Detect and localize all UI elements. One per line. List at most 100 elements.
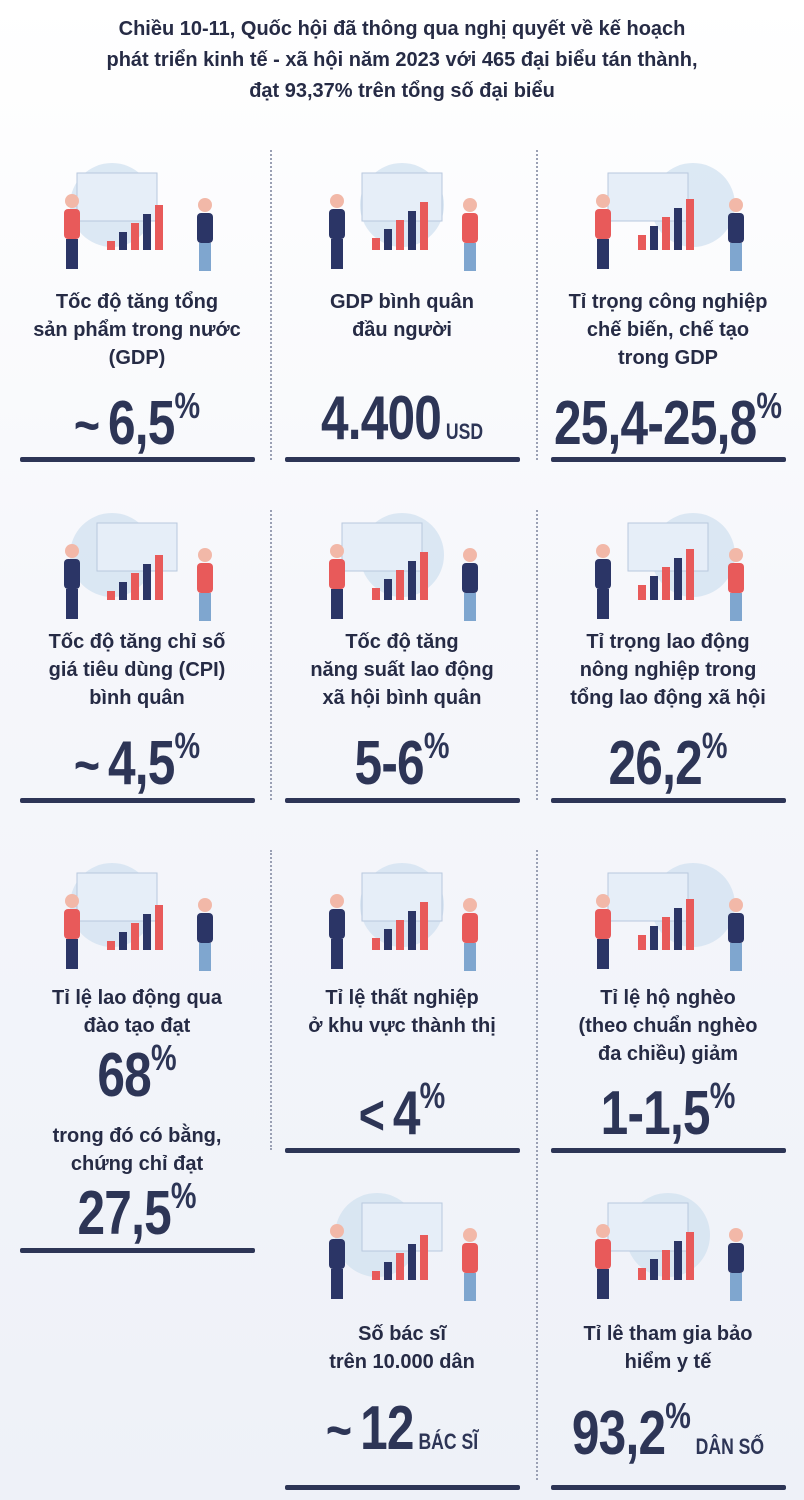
label: Tỉ lệ hộ nghèo (theo chuẩn nghèo đa chiều)… [543,984,793,1068]
label-line: GDP bình quân [329,291,475,313]
illustration-shape [197,563,213,593]
label-line: xã hội bình quân [322,687,482,709]
label: trong đó có bằng, chứng chỉ đạt [12,1122,262,1178]
value-number: 25,4-25,8 [553,389,757,458]
value-suffix: BÁC SĨ [418,1429,479,1454]
illustration-shape [64,559,80,589]
separator [270,510,272,800]
illustration-shape [463,198,477,212]
illustration-shape [464,943,476,971]
illustration-shape [420,1235,428,1280]
label-line: nông nghiệp trong [579,659,757,681]
illustration-shape [597,1269,609,1299]
underline [285,1148,520,1153]
illustration-shape [596,1224,610,1238]
illustration-shape [107,591,115,600]
illustration-shape [143,564,151,600]
title-line: Chiều 10-11, Quốc hội đã thông qua nghị … [118,18,686,40]
illustration-shape [729,898,743,912]
label-line: tổng lao động xã hội [570,687,766,709]
illustration-shape [76,872,158,922]
underline [285,798,520,803]
illustration-shape [199,243,211,271]
illustration [595,1193,744,1301]
illustration-shape [143,914,151,950]
illustration-shape [329,559,345,589]
illustration-shape [396,1253,404,1280]
illustration [64,513,213,621]
illustration-shape [408,211,416,250]
underline [20,798,255,803]
label-line: giá tiêu dùng (CPI) [48,659,226,681]
illustration-shape [638,935,646,950]
label: Tỉ trọng lao động nông nghiệp trong tổng l… [543,628,793,712]
label: Tốc độ tăng chỉ số giá tiêu dùng (CPI) bìn… [12,628,262,712]
value-number: 4,5 [107,729,175,798]
illustration-shape [64,909,80,939]
illustration-shape [729,1228,743,1242]
label-line: năng suất lao động [310,659,494,681]
label-line: Tỉ lê tham gia bảo [583,1323,753,1345]
illustration-shape [686,899,694,950]
illustration-shape [420,202,428,250]
illustration-shape [198,198,212,212]
illustration-shape [674,908,682,950]
illustration-shape [372,238,380,250]
illustration-shape [131,923,139,950]
illustration-shape [331,589,343,619]
illustration-shape [65,194,79,208]
label-line: chứng chỉ đạt [70,1153,204,1175]
value-unit: % [170,1175,197,1216]
value: <4% [282,1078,522,1145]
value-prefix: ~ [325,1398,353,1461]
illustration-shape [64,209,80,239]
illustration-shape [198,898,212,912]
illustration-shape [662,567,670,600]
illustration [329,513,478,621]
value-number: 1-1,5 [600,1079,711,1148]
value-number: 93,2 [571,1399,666,1468]
illustration-shape [638,235,646,250]
illustration-shape [155,205,163,250]
illustration-shape [96,522,178,572]
illustration-shape [331,239,343,269]
illustration-shape [597,589,609,619]
illustration-shape [107,241,115,250]
illustration-shape [330,1224,344,1238]
underline [20,1248,255,1253]
illustration [595,863,744,971]
illustration-shape [650,1259,658,1280]
label-line: trong đó có bằng, [52,1125,222,1147]
label-line: ở khu vực thành thị [308,1015,496,1037]
label-line: Tỉ trọng lao động [586,631,750,653]
illustration-shape [730,243,742,271]
illustration-shape [730,943,742,971]
title: Chiều 10-11, Quốc hội đã thông qua nghị … [0,14,804,107]
illustration-shape [462,1243,478,1273]
illustration-shape [730,1273,742,1301]
illustration-shape [408,561,416,600]
underline [551,798,786,803]
illustration-shape [729,198,743,212]
illustration-shape [596,544,610,558]
illustration-shape [662,917,670,950]
value-unit: % [150,1037,177,1078]
value-unit: % [423,725,450,766]
value: ~12 BÁC SĨ [282,1398,522,1460]
illustration-shape [728,563,744,593]
label-line: đầu người [352,319,452,341]
value-suffix: USD [445,419,484,444]
illustration-shape [384,229,392,250]
value: ~6,5% [17,388,257,455]
label-line: chế biến, chế tạo [586,319,750,341]
label-line: đào tạo đạt [83,1015,191,1037]
illustration-shape [66,589,78,619]
illustration-shape [330,194,344,208]
value-unit: % [701,725,728,766]
illustration-shape [65,894,79,908]
underline [285,457,520,462]
illustration-shape [674,558,682,600]
illustration-shape [464,1273,476,1301]
illustration-shape [420,552,428,600]
separator [270,850,272,1150]
